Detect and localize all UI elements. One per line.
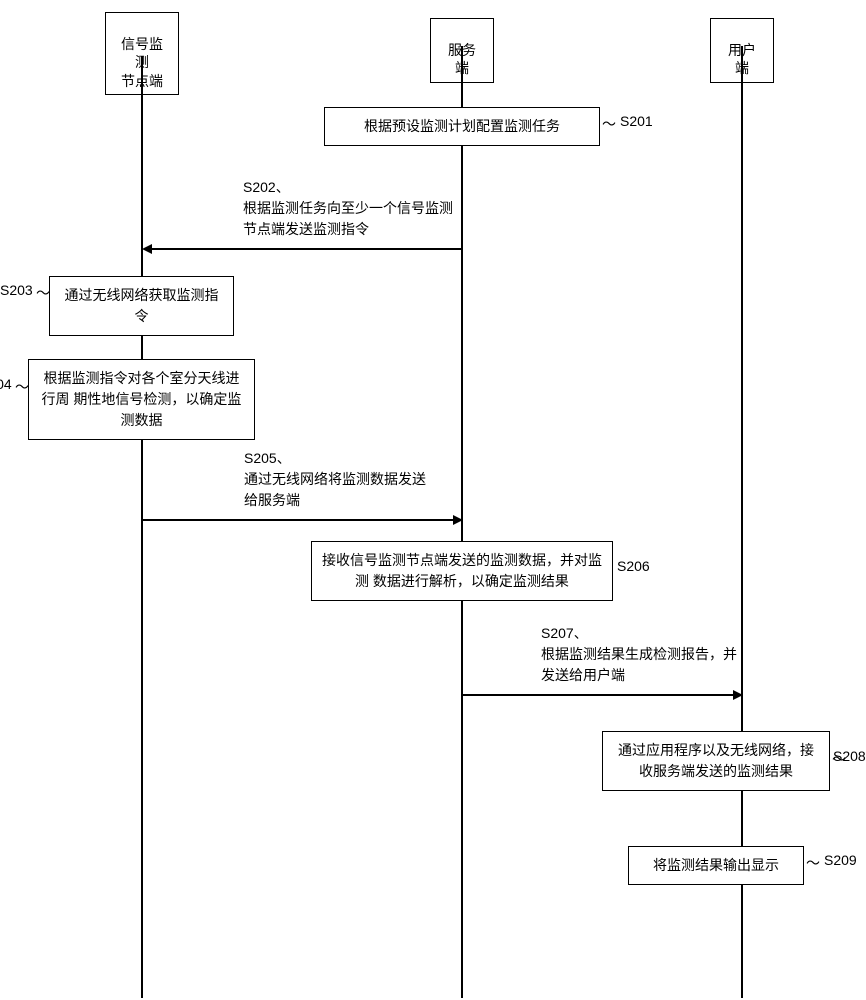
- step-s203-box: 通过无线网络获取监测指令: [49, 276, 234, 336]
- step-s209-box: 将监测结果输出显示: [628, 846, 804, 885]
- step-s204-text: 根据监测指令对各个室分天线进行周 期性地信号检测，以确定监测数据: [42, 370, 242, 428]
- sequence-diagram: 信号监测 节点端 服务端 用户端 根据预设监测计划配置监测任务 ～ S201 S…: [0, 0, 866, 1000]
- step-s201-label: S201: [620, 113, 653, 129]
- step-s203-text: 通过无线网络获取监测指令: [65, 287, 219, 324]
- lifeline-node: [141, 56, 143, 998]
- step-s204-connector: ～: [15, 380, 27, 394]
- step-s205-arrowhead: [453, 515, 463, 525]
- step-s207-arrowhead: [733, 690, 743, 700]
- step-s205-arrow: [142, 519, 455, 521]
- step-s202-arrowhead: [142, 244, 152, 254]
- step-s203-connector: ～: [36, 286, 48, 300]
- step-s208-box: 通过应用程序以及无线网络，接 收服务端发送的监测结果: [602, 731, 830, 791]
- step-s209-text: 将监测结果输出显示: [653, 857, 779, 873]
- step-s201-text: 根据预设监测计划配置监测任务: [364, 118, 560, 134]
- step-s203-label: S203: [0, 282, 33, 298]
- step-s204-label: S204: [0, 376, 12, 392]
- step-s207-text: S207、 根据监测结果生成检测报告，并 发送给用户端: [541, 623, 737, 686]
- step-s206-box: 接收信号监测节点端发送的监测数据，并对监测 数据进行解析，以确定监测结果: [311, 541, 613, 601]
- step-s207-arrow: [462, 694, 735, 696]
- step-s209-label: S209: [824, 852, 857, 868]
- step-s202-text: S202、 根据监测任务向至少一个信号监测 节点端发送监测指令: [243, 177, 453, 240]
- step-s201-connector: ～: [602, 117, 614, 131]
- step-s208-text: 通过应用程序以及无线网络，接 收服务端发送的监测结果: [618, 742, 814, 779]
- step-s202-arrow: [149, 248, 462, 250]
- step-s205-text: S205、 通过无线网络将监测数据发送 给服务端: [244, 448, 426, 511]
- step-s206-text: 接收信号监测节点端发送的监测数据，并对监测 数据进行解析，以确定监测结果: [322, 552, 602, 589]
- step-s201-box: 根据预设监测计划配置监测任务: [324, 107, 600, 146]
- step-s206-label: S206: [617, 558, 650, 574]
- step-s209-connector: ～: [806, 856, 818, 870]
- step-s208-label: S208: [833, 748, 866, 764]
- step-s204-box: 根据监测指令对各个室分天线进行周 期性地信号检测，以确定监测数据: [28, 359, 255, 440]
